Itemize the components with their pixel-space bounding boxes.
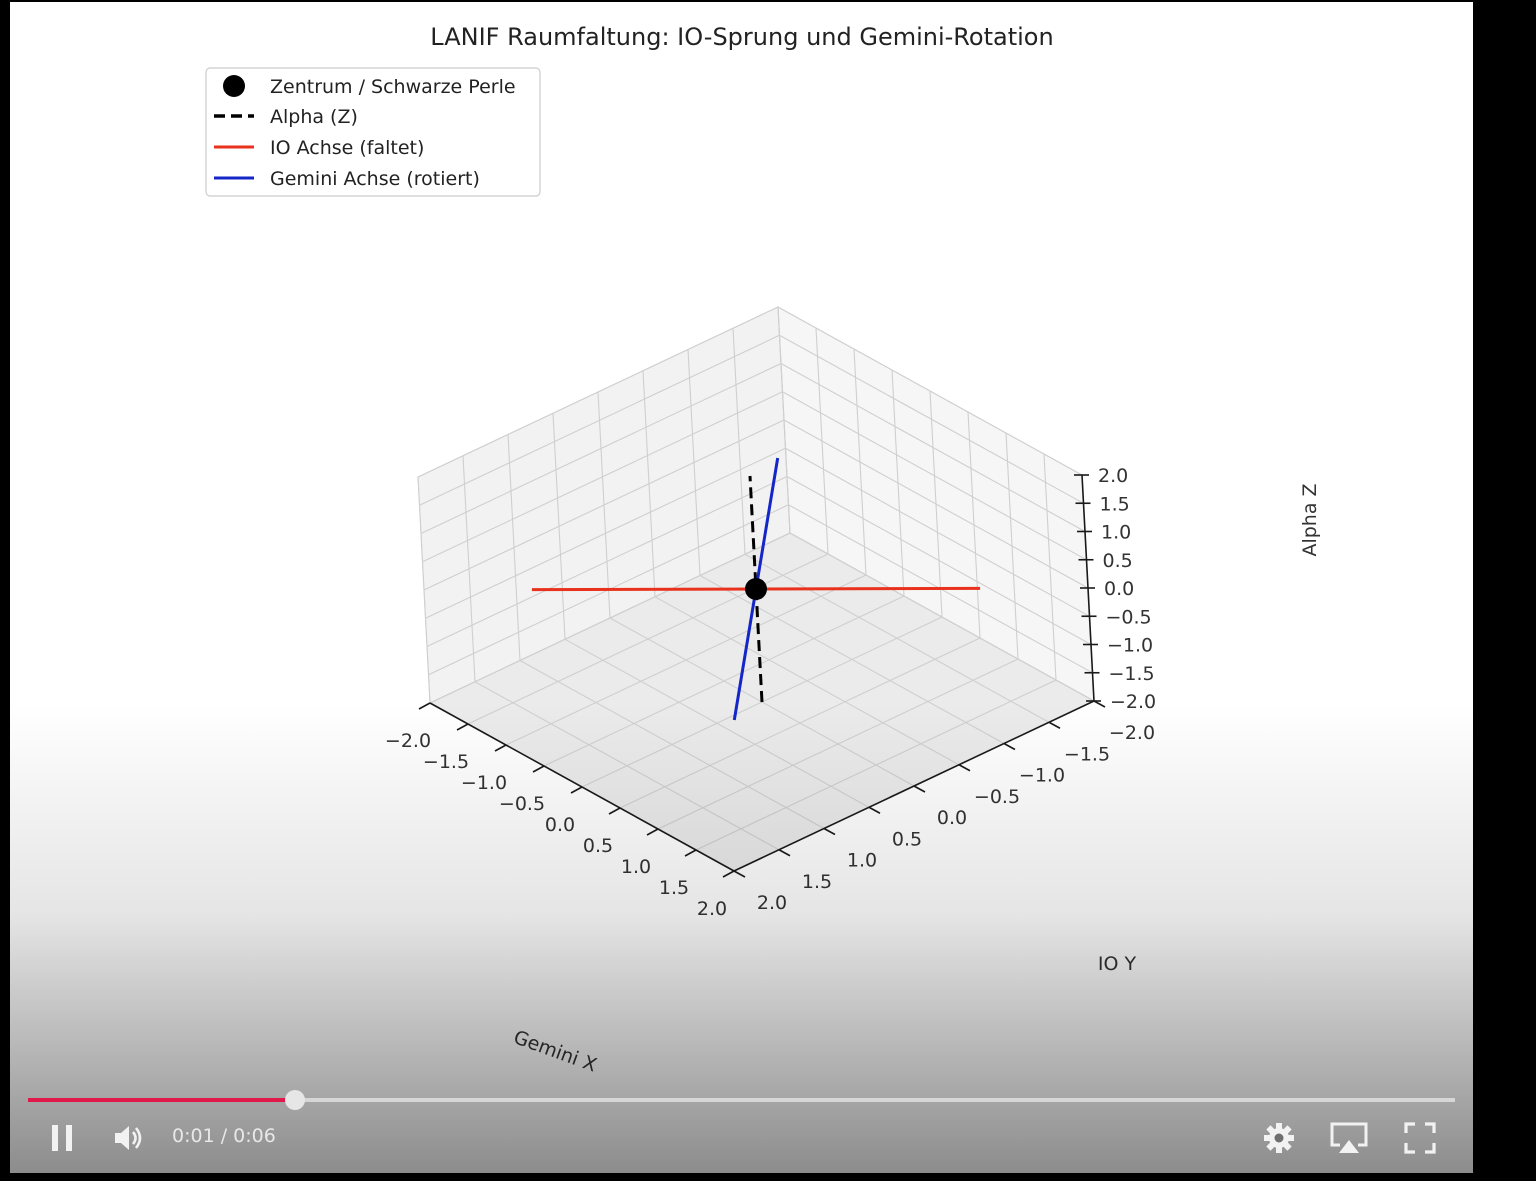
y-tick-label: 1.5 (802, 871, 832, 893)
legend-label: Gemini Achse (rotiert) (270, 168, 480, 190)
x-tick-mark (456, 723, 469, 731)
x-tick-label: −1.5 (423, 751, 469, 773)
fullscreen-button[interactable] (1404, 1122, 1436, 1154)
z-tick-label: −1.0 (1107, 635, 1153, 657)
z-tick-label: −1.5 (1109, 663, 1155, 685)
x-tick-label: 0.5 (583, 835, 613, 857)
y-tick-mark (1093, 700, 1106, 708)
airplay-button[interactable] (1328, 1120, 1370, 1156)
y-tick-mark (778, 849, 791, 857)
x-tick-mark (722, 870, 735, 878)
pause-icon (52, 1125, 72, 1151)
x-tick-mark (646, 828, 659, 836)
airplay-icon (1330, 1122, 1368, 1153)
y-tick-label: −1.0 (1019, 765, 1065, 787)
chart-ticks: −2.0−1.5−1.0−0.50.00.51.01.52.0−2.0−1.5−… (385, 465, 1156, 920)
gear-icon (1264, 1123, 1294, 1153)
z-tick-label: −0.5 (1106, 606, 1152, 628)
time-display: 0:01 / 0:06 (172, 1125, 276, 1147)
gridline-x (695, 453, 1057, 851)
chart-series (531, 457, 981, 721)
series-line-1 (748, 475, 764, 703)
y-axis-label: IO Y (1098, 953, 1137, 975)
x-tick-label: −2.0 (385, 730, 431, 752)
gridline-x (657, 432, 1019, 830)
volume-button[interactable] (112, 1122, 146, 1154)
x-tick-mark (570, 786, 583, 794)
x-tick-label: 2.0 (697, 898, 727, 920)
settings-button[interactable] (1262, 1121, 1296, 1155)
y-tick-mark (733, 870, 746, 878)
gridline-z (423, 419, 1089, 591)
y-tick-label: −0.5 (974, 786, 1020, 808)
x-tick-label: 1.5 (659, 877, 689, 899)
x-tick-label: −0.5 (499, 793, 545, 815)
pause-button[interactable] (46, 1122, 78, 1154)
z-axis-label: Alpha Z (1299, 483, 1321, 556)
y-tick-label: 0.5 (892, 828, 922, 850)
z-tick-label: 0.5 (1103, 550, 1133, 572)
fullscreen-icon (1404, 1122, 1436, 1154)
y-tick-mark (958, 764, 971, 772)
gridline-z (420, 362, 1086, 534)
x-tick-mark (494, 744, 507, 752)
z-tick-label: 0.0 (1104, 578, 1134, 600)
gridline-y (552, 413, 870, 808)
gridline-z (422, 391, 1087, 563)
series-point-0 (745, 578, 767, 600)
gridline-x (619, 411, 981, 809)
gridline-y (507, 434, 825, 829)
y-tick-label: −2.0 (1109, 722, 1155, 744)
gridline-y (597, 391, 915, 787)
gridline-x (581, 390, 943, 788)
z-tick-label: −2.0 (1110, 691, 1156, 713)
y-tick-label: −1.5 (1064, 743, 1110, 765)
z-tick-label: 1.0 (1101, 522, 1131, 544)
gridline-z (428, 504, 1093, 676)
player-controls: 0:01 / 0:06 (10, 1082, 1473, 1173)
gridline-z (417, 306, 1083, 478)
x-tick-label: 1.0 (621, 856, 651, 878)
chart-title: LANIF Raumfaltung: IO-Sprung und Gemini-… (430, 23, 1053, 51)
legend-label: IO Achse (faltet) (270, 137, 424, 159)
legend-label: Zentrum / Schwarze Perle (270, 76, 516, 98)
x-tick-mark (684, 849, 697, 857)
y-tick-mark (868, 806, 881, 814)
z-tick-label: 2.0 (1098, 465, 1128, 487)
y-tick-label: 1.0 (847, 850, 877, 872)
chart-3d: −2.0−1.5−1.0−0.50.00.51.01.52.0−2.0−1.5−… (205, 23, 1321, 1077)
gridline-z (425, 447, 1090, 619)
z-tick-label: 1.5 (1100, 493, 1130, 515)
volume-icon (115, 1126, 142, 1150)
gridline-z (419, 334, 1084, 506)
y-tick-mark (823, 827, 836, 836)
gridline-y (462, 455, 780, 851)
x-tick-mark (532, 765, 545, 773)
progress-handle[interactable] (285, 1090, 306, 1110)
gridline-x (543, 369, 905, 767)
legend-marker-point (223, 75, 245, 97)
gridline-y (732, 328, 1050, 723)
y-tick-mark (1003, 742, 1016, 751)
x-tick-label: −1.0 (461, 772, 507, 794)
gridline-y (642, 370, 960, 766)
gridline-y (687, 349, 1005, 744)
x-tick-label: 0.0 (545, 814, 575, 836)
gridline-x (505, 348, 867, 746)
x-tick-mark (608, 807, 621, 815)
progress-fill (28, 1098, 296, 1102)
gridline-x (467, 327, 829, 725)
y-tick-label: 2.0 (757, 892, 787, 914)
chart-legend: Zentrum / Schwarze Perle Alpha (Z) IO Ac… (205, 67, 541, 197)
x-axis-label: Gemini X (511, 1026, 600, 1076)
x-tick-mark (418, 702, 431, 710)
y-tick-mark (913, 785, 926, 793)
gridline-z (429, 532, 1095, 704)
y-tick-mark (1048, 721, 1061, 729)
video-player[interactable]: −2.0 −1.5 −1.0 −0.5 0.0 0.5 1.0 1.5 2.0 −2.0 −1.5−… (10, 2, 1473, 1173)
y-tick-label: 0.0 (937, 807, 967, 829)
progress-bar[interactable] (28, 1090, 1455, 1110)
legend-label: Alpha (Z) (270, 106, 358, 128)
